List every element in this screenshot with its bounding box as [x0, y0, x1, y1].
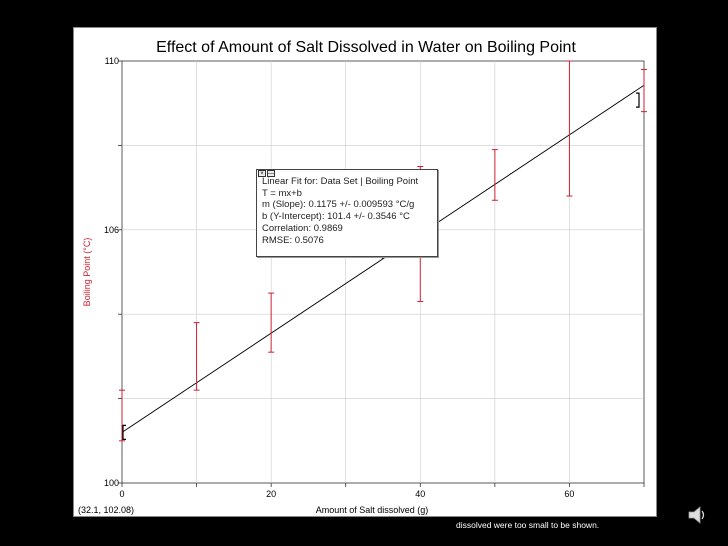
coordinate-readout: (32.1, 102.08): [78, 505, 134, 515]
x-tick-label: 0: [119, 489, 124, 499]
plot-area: [121, 60, 645, 484]
fit-box-line: Linear Fit for: Data Set | Boiling Point: [262, 176, 419, 187]
y-tick-label: 106: [104, 225, 119, 235]
fit-range-start-bracket: [122, 424, 126, 440]
linear-fit-box[interactable]: × — Linear Fit for: Data Set | Boiling P…: [256, 169, 438, 257]
y-axis-label: Boiling Point (°C): [82, 238, 92, 307]
fit-box-options-icon[interactable]: ×: [258, 170, 266, 177]
fit-box-line: T = mx+b: [262, 187, 302, 199]
x-tick-label: 20: [266, 489, 276, 499]
fit-box-line: Correlation: 0.9869: [262, 222, 343, 234]
x-tick-label: 60: [564, 489, 574, 499]
fit-box-line: m (Slope): 0.1175 +/- 0.009593 °C/g: [262, 199, 415, 211]
y-tick-label: 100: [104, 478, 119, 488]
uncertainty-note: Note: the uncertainties for the amount o…: [456, 508, 624, 530]
fit-box-toolbar: × —: [258, 170, 276, 178]
speaker-icon[interactable]: [686, 504, 708, 526]
fit-box-line: RMSE: 0.5076: [262, 234, 324, 246]
graph-panel: Effect of Amount of Salt Dissolved in Wa…: [73, 27, 657, 517]
x-axis-label: Amount of Salt dissolved (g): [316, 505, 429, 515]
fit-box-minimize-icon[interactable]: —: [267, 170, 275, 177]
fit-range-end-bracket: [636, 92, 640, 108]
x-tick-label: 40: [415, 489, 425, 499]
chart: Effect of Amount of Salt Dissolved in Wa…: [78, 39, 647, 515]
chart-title: Effect of Amount of Salt Dissolved in Wa…: [156, 39, 576, 56]
y-tick-label: 110: [105, 56, 119, 66]
fit-box-line: b (Y-Intercept): 101.4 +/- 0.3546 °C: [262, 211, 410, 223]
